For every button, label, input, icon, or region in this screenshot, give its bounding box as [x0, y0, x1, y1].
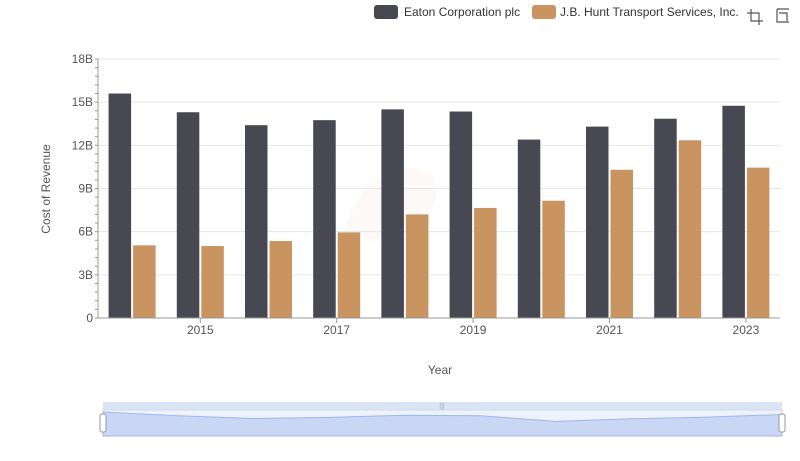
bar-eaton-2014[interactable] [108, 93, 132, 319]
navigator-right-handle[interactable] [778, 413, 786, 433]
bar-jbhunt-2023[interactable] [746, 167, 770, 318]
legend-label-eaton: Eaton Corporation plc [404, 5, 520, 19]
bar-jbhunt-2014[interactable] [133, 245, 156, 318]
x-tick-label: 2023 [733, 323, 760, 337]
bar-eaton-2018[interactable] [381, 109, 404, 318]
x-tick-label: 2021 [596, 323, 623, 337]
y-tick-label: 3B [78, 268, 93, 282]
y-axis: 0 3B 6B 9B 12B 15B 18B [72, 52, 99, 325]
y-tick-label: 6B [78, 225, 93, 239]
legend-swatch-jbhunt [532, 5, 556, 19]
zoom-reset-icon[interactable] [776, 8, 789, 23]
bar-eaton-2023[interactable] [722, 105, 745, 318]
navigator-grip-icon[interactable]: ||| [439, 403, 445, 410]
y-tick-label: 18B [72, 52, 93, 66]
y-tick-label: 15B [72, 95, 93, 109]
bar-jbhunt-2020[interactable] [542, 200, 565, 318]
bar-eaton-2016[interactable] [244, 125, 268, 318]
legend-item-jbhunt[interactable]: J.B. Hunt Transport Services, Inc. [532, 5, 739, 19]
x-axis: 2015 2017 2019 2021 2023 [98, 317, 780, 337]
x-axis-title: Year [428, 363, 452, 377]
y-axis-title: Cost of Revenue [39, 144, 53, 234]
bar-eaton-2021[interactable] [585, 126, 609, 318]
bar-eaton-2020[interactable] [517, 139, 541, 318]
bar-jbhunt-2021[interactable] [610, 169, 634, 318]
navigator-top-bar[interactable] [103, 402, 782, 410]
crop-select-icon[interactable] [747, 9, 763, 25]
navigator-left-handle[interactable] [99, 413, 107, 433]
range-navigator[interactable]: ||| [99, 402, 786, 437]
y-tick-label: 9B [78, 182, 93, 196]
legend-item-eaton[interactable]: Eaton Corporation plc [374, 5, 520, 19]
bar-eaton-2022[interactable] [654, 118, 677, 318]
bar-jbhunt-2022[interactable] [678, 140, 702, 318]
legend[interactable]: Eaton Corporation plc J.B. Hunt Transpor… [374, 5, 739, 19]
x-tick-label: 2015 [187, 323, 214, 337]
bar-jbhunt-2016[interactable] [269, 241, 293, 318]
x-tick-label: 2019 [460, 323, 487, 337]
y-tick-label: 12B [72, 138, 93, 152]
x-tick-label: 2017 [323, 323, 350, 337]
legend-label-jbhunt: J.B. Hunt Transport Services, Inc. [560, 5, 739, 19]
bar-jbhunt-2017[interactable] [337, 232, 361, 318]
bar-jbhunt-2018[interactable] [405, 214, 429, 318]
bar-eaton-2019[interactable] [449, 111, 473, 319]
grid [98, 58, 780, 319]
bar-jbhunt-2015[interactable] [201, 246, 224, 318]
y-tick-label: 0 [86, 311, 93, 325]
bar-jbhunt-2019[interactable] [474, 207, 497, 318]
legend-swatch-eaton [374, 5, 398, 19]
bar-eaton-2017[interactable] [313, 120, 336, 319]
bars [108, 93, 770, 319]
bar-eaton-2015[interactable] [176, 112, 200, 318]
